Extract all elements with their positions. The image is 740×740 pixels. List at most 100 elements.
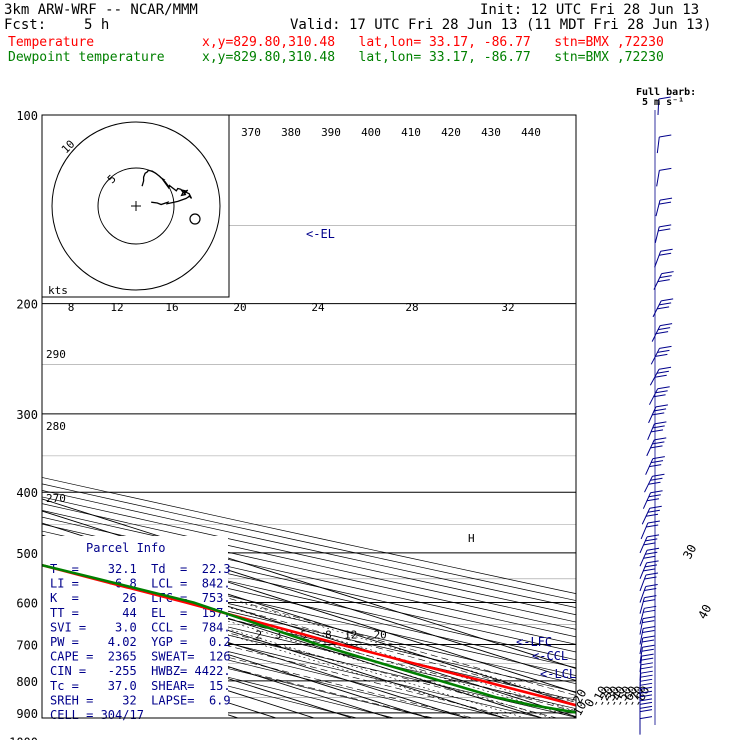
theta-label-430: 430 [481,126,501,139]
wind-barb-100 [657,96,671,116]
fcst-value: 5 h [84,17,110,33]
wind-barb-725 [639,635,655,655]
barb-flag [647,520,660,524]
barb-legend-title: Full barb: [636,87,696,98]
barb-flag [639,698,653,702]
barb-flag [650,477,663,481]
wind-barb-475 [640,520,660,540]
barb-flag [654,421,667,425]
theta-label-370: 370 [241,126,261,139]
barb-flag [658,96,671,100]
temperature-label-20: 20 [570,687,589,706]
barb-flag [644,588,657,592]
barb-flag [650,445,663,449]
dry-adiabat-400 [42,509,576,630]
isotherm--20 [42,582,468,718]
barb-flag [640,682,653,686]
barb-flag [658,228,671,232]
theta-label-390: 390 [321,126,341,139]
isotherm-0 [42,558,544,718]
hodograph-units: kts [48,284,68,297]
parcel-info-row: CELL = 304/17 [50,708,144,722]
barb-staff [639,597,645,614]
barb-flag [659,134,672,138]
wind-barb-290 [649,386,670,405]
barb-flag [642,620,655,624]
barb-flag [643,568,656,572]
mixing-ratio-5 [165,602,553,718]
theta-side-label-270: 270 [46,492,66,505]
dry-adiabat-440 [42,483,576,601]
barb-flag [644,595,657,599]
barb-flag [658,201,672,205]
parcel-info-row: TT = 44 EL = 157. [50,606,231,620]
pressure-label-400: 400 [16,486,38,500]
barb-flag [644,576,657,580]
barb-staff [656,136,660,154]
hodograph-trace [141,169,193,206]
wind-barb-575 [639,572,659,592]
mixing-ratio-label-3: 3 [275,628,282,641]
wind-barb-975 [639,716,653,735]
wind-barb-400 [644,473,665,493]
barb-staff [656,170,660,187]
el-annotation: <-EL [306,227,335,241]
barb-flag [641,653,654,657]
wind-barb-450 [641,505,662,525]
barb-flag [655,404,668,408]
parcel-info-row: CAPE = 2365 SWEAT= 126 [50,650,231,664]
mixing-ratio-label-2: 2 [255,628,262,641]
hodograph-speed-label-20: 20 [233,301,246,314]
barb-flag [645,538,658,542]
wind-barb-525 [639,547,660,567]
barb-legend-value: 5 m s⁻¹ [642,97,684,108]
barb-staff [640,522,649,540]
mixing-ratio-label-12: 12 [344,628,357,641]
barb-flag [646,560,659,564]
theta-side-label-290: 290 [46,348,66,361]
barb-flag [648,481,661,485]
theta-label-440: 440 [521,126,541,139]
barb-flag [639,701,653,705]
dewpoint-legend-label: Dewpoint temperature [8,50,165,65]
wind-barb-145 [655,197,673,217]
parcel-info-row: SREH = 32 LAPSE= 6.9 [50,693,231,707]
wind-barb-425 [642,490,663,509]
theta-label-420: 420 [441,126,461,139]
dry-adiabat-380 [42,523,576,645]
dry-adiabat-370 [42,530,576,653]
dry-adiabat-420 [42,496,576,616]
wind-barbs: Full barb:5 m s⁻¹ [636,87,696,735]
barb-flag [659,197,673,201]
dry-adiabat-390 [42,516,576,638]
theta-labels: 370 380 390 400 410 420 430 440 290 280 270 [46,126,541,505]
parcel-info-row: K = 26 LFC = 753. [50,591,231,605]
barb-flag [657,279,670,283]
pressure-label-600: 600 [16,597,38,611]
mixing-ratio-label-8: 8 [325,628,332,641]
barb-flag [643,609,656,613]
isotherm-40 [42,510,576,682]
barb-staff [639,586,647,603]
parcel-info-row: CIN = -255 HWBZ= 4422. [50,664,231,678]
dry-adiabat-270 [42,605,507,718]
wind-barb-550 [639,560,659,580]
parcel-info-row: Tc = 37.0 SHEAR= 15. [50,679,231,693]
dewpoint-line [42,563,576,714]
mixing-ratio-3 [140,602,527,718]
barb-flag [649,505,662,509]
barb-staff [655,199,661,217]
dry-adiabat-280 [42,597,544,718]
barb-flag [639,709,653,713]
lcl-annotation: <-LCL [540,667,576,681]
barb-flag [639,694,653,698]
barb-staff [654,226,660,244]
wind-barb-230 [651,323,673,342]
barb-flag [640,678,653,682]
dewpoint-legend-info: x,y=829.80,310.48 lat,lon= 33.17, -86.77… [202,50,664,65]
hodograph-speed-label-16: 16 [165,301,178,314]
temperature-legend-label: Temperature [8,35,95,50]
barb-flag [658,366,672,370]
